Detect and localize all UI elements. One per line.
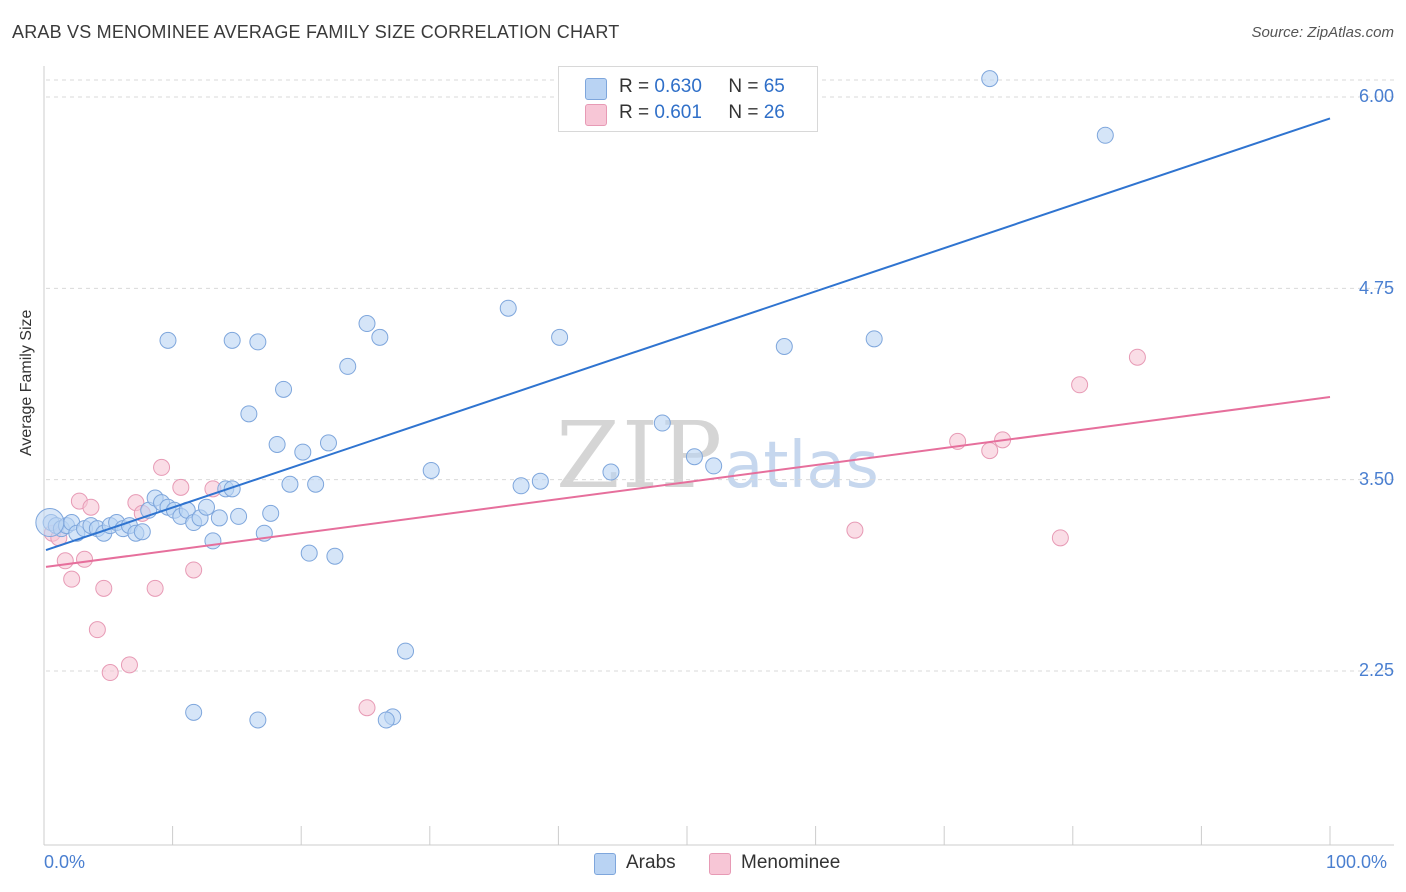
source-label: Source: ZipAtlas.com <box>1251 24 1394 41</box>
data-point <box>159 331 177 349</box>
data-point <box>319 434 337 452</box>
data-point <box>602 463 620 481</box>
legend-n-value: 65 <box>763 76 785 97</box>
menominee-trend-line <box>45 396 1331 568</box>
data-point <box>1096 126 1114 144</box>
data-point <box>300 544 318 562</box>
legend-r-value: 0.630 <box>654 76 702 97</box>
legend-n-label: N = <box>728 76 759 97</box>
data-point <box>101 664 119 682</box>
data-point <box>307 475 325 493</box>
data-point <box>1128 348 1146 366</box>
bottom-legend-label: Menominee <box>741 852 841 873</box>
data-point <box>499 299 517 317</box>
data-point <box>198 498 215 516</box>
menominee-swatch <box>709 853 731 875</box>
data-point <box>185 561 203 579</box>
legend-r-label: R = <box>619 76 650 97</box>
data-point <box>185 703 203 721</box>
data-point <box>262 504 280 522</box>
data-point <box>240 405 258 423</box>
legend-r-label: R = <box>619 102 650 123</box>
legend-n-value: 26 <box>763 102 785 123</box>
arabs-trend-line <box>45 117 1331 552</box>
data-point <box>133 523 151 541</box>
data-point <box>268 435 286 453</box>
grid-lines <box>46 79 1394 672</box>
data-point <box>339 357 357 375</box>
arabs-swatch <box>594 853 616 875</box>
data-point <box>275 380 293 398</box>
x-tick-label: 0.0% <box>44 852 86 872</box>
data-point <box>775 337 793 355</box>
y-tick-label: 3.50 <box>1358 469 1394 489</box>
data-point <box>326 547 344 565</box>
axes <box>43 66 1394 846</box>
data-point <box>512 477 530 495</box>
chart-title: ARAB VS MENOMINEE AVERAGE FAMILY SIZE CO… <box>12 22 620 42</box>
data-point <box>705 457 723 475</box>
data-point <box>82 498 100 516</box>
data-point <box>531 472 549 490</box>
y-tick-label: 4.75 <box>1358 278 1394 298</box>
menominee-swatch <box>585 104 607 126</box>
data-point <box>685 448 703 466</box>
y-tick-label: 2.25 <box>1358 660 1394 680</box>
data-point <box>358 315 376 333</box>
arabs-swatch <box>585 78 607 100</box>
legend-n-label: N = <box>728 102 759 123</box>
data-point <box>146 579 164 597</box>
data-point <box>1071 376 1089 394</box>
data-point <box>846 521 864 539</box>
menominee-points <box>43 348 1146 717</box>
data-point <box>223 331 241 349</box>
data-point <box>358 699 376 717</box>
data-point <box>88 621 106 639</box>
data-point <box>377 711 395 729</box>
data-point <box>371 328 389 346</box>
data-point <box>1051 529 1069 547</box>
data-point <box>397 642 415 660</box>
data-point <box>981 70 999 88</box>
y-tick-label: 6.00 <box>1358 86 1394 106</box>
data-point <box>35 508 65 538</box>
data-point <box>95 579 113 597</box>
data-point <box>56 552 74 570</box>
data-point <box>230 507 248 525</box>
data-point <box>223 480 241 498</box>
data-point <box>120 656 138 674</box>
trend-lines <box>45 117 1331 568</box>
watermark: ZIPatlas <box>556 402 879 509</box>
x-tick-label: 100.0% <box>1326 852 1388 872</box>
arabs-points <box>35 70 1114 729</box>
data-point <box>76 550 94 568</box>
data-point <box>249 711 267 729</box>
data-point <box>281 475 299 493</box>
legend-r-value: 0.601 <box>654 102 702 123</box>
data-point <box>294 443 312 461</box>
data-point <box>249 333 267 351</box>
y-axis-label: Average Family Size <box>18 309 35 456</box>
data-point <box>981 442 999 460</box>
data-point <box>551 328 569 346</box>
data-point <box>865 330 883 348</box>
data-point <box>653 414 671 432</box>
data-point <box>172 478 190 496</box>
data-point <box>422 461 440 479</box>
data-point <box>210 509 228 527</box>
data-point <box>63 570 81 588</box>
data-point <box>153 458 171 476</box>
bottom-legend-label: Arabs <box>626 852 676 873</box>
legend: R = 0.630 N = 65 R = 0.601 N = 26 <box>558 66 818 132</box>
